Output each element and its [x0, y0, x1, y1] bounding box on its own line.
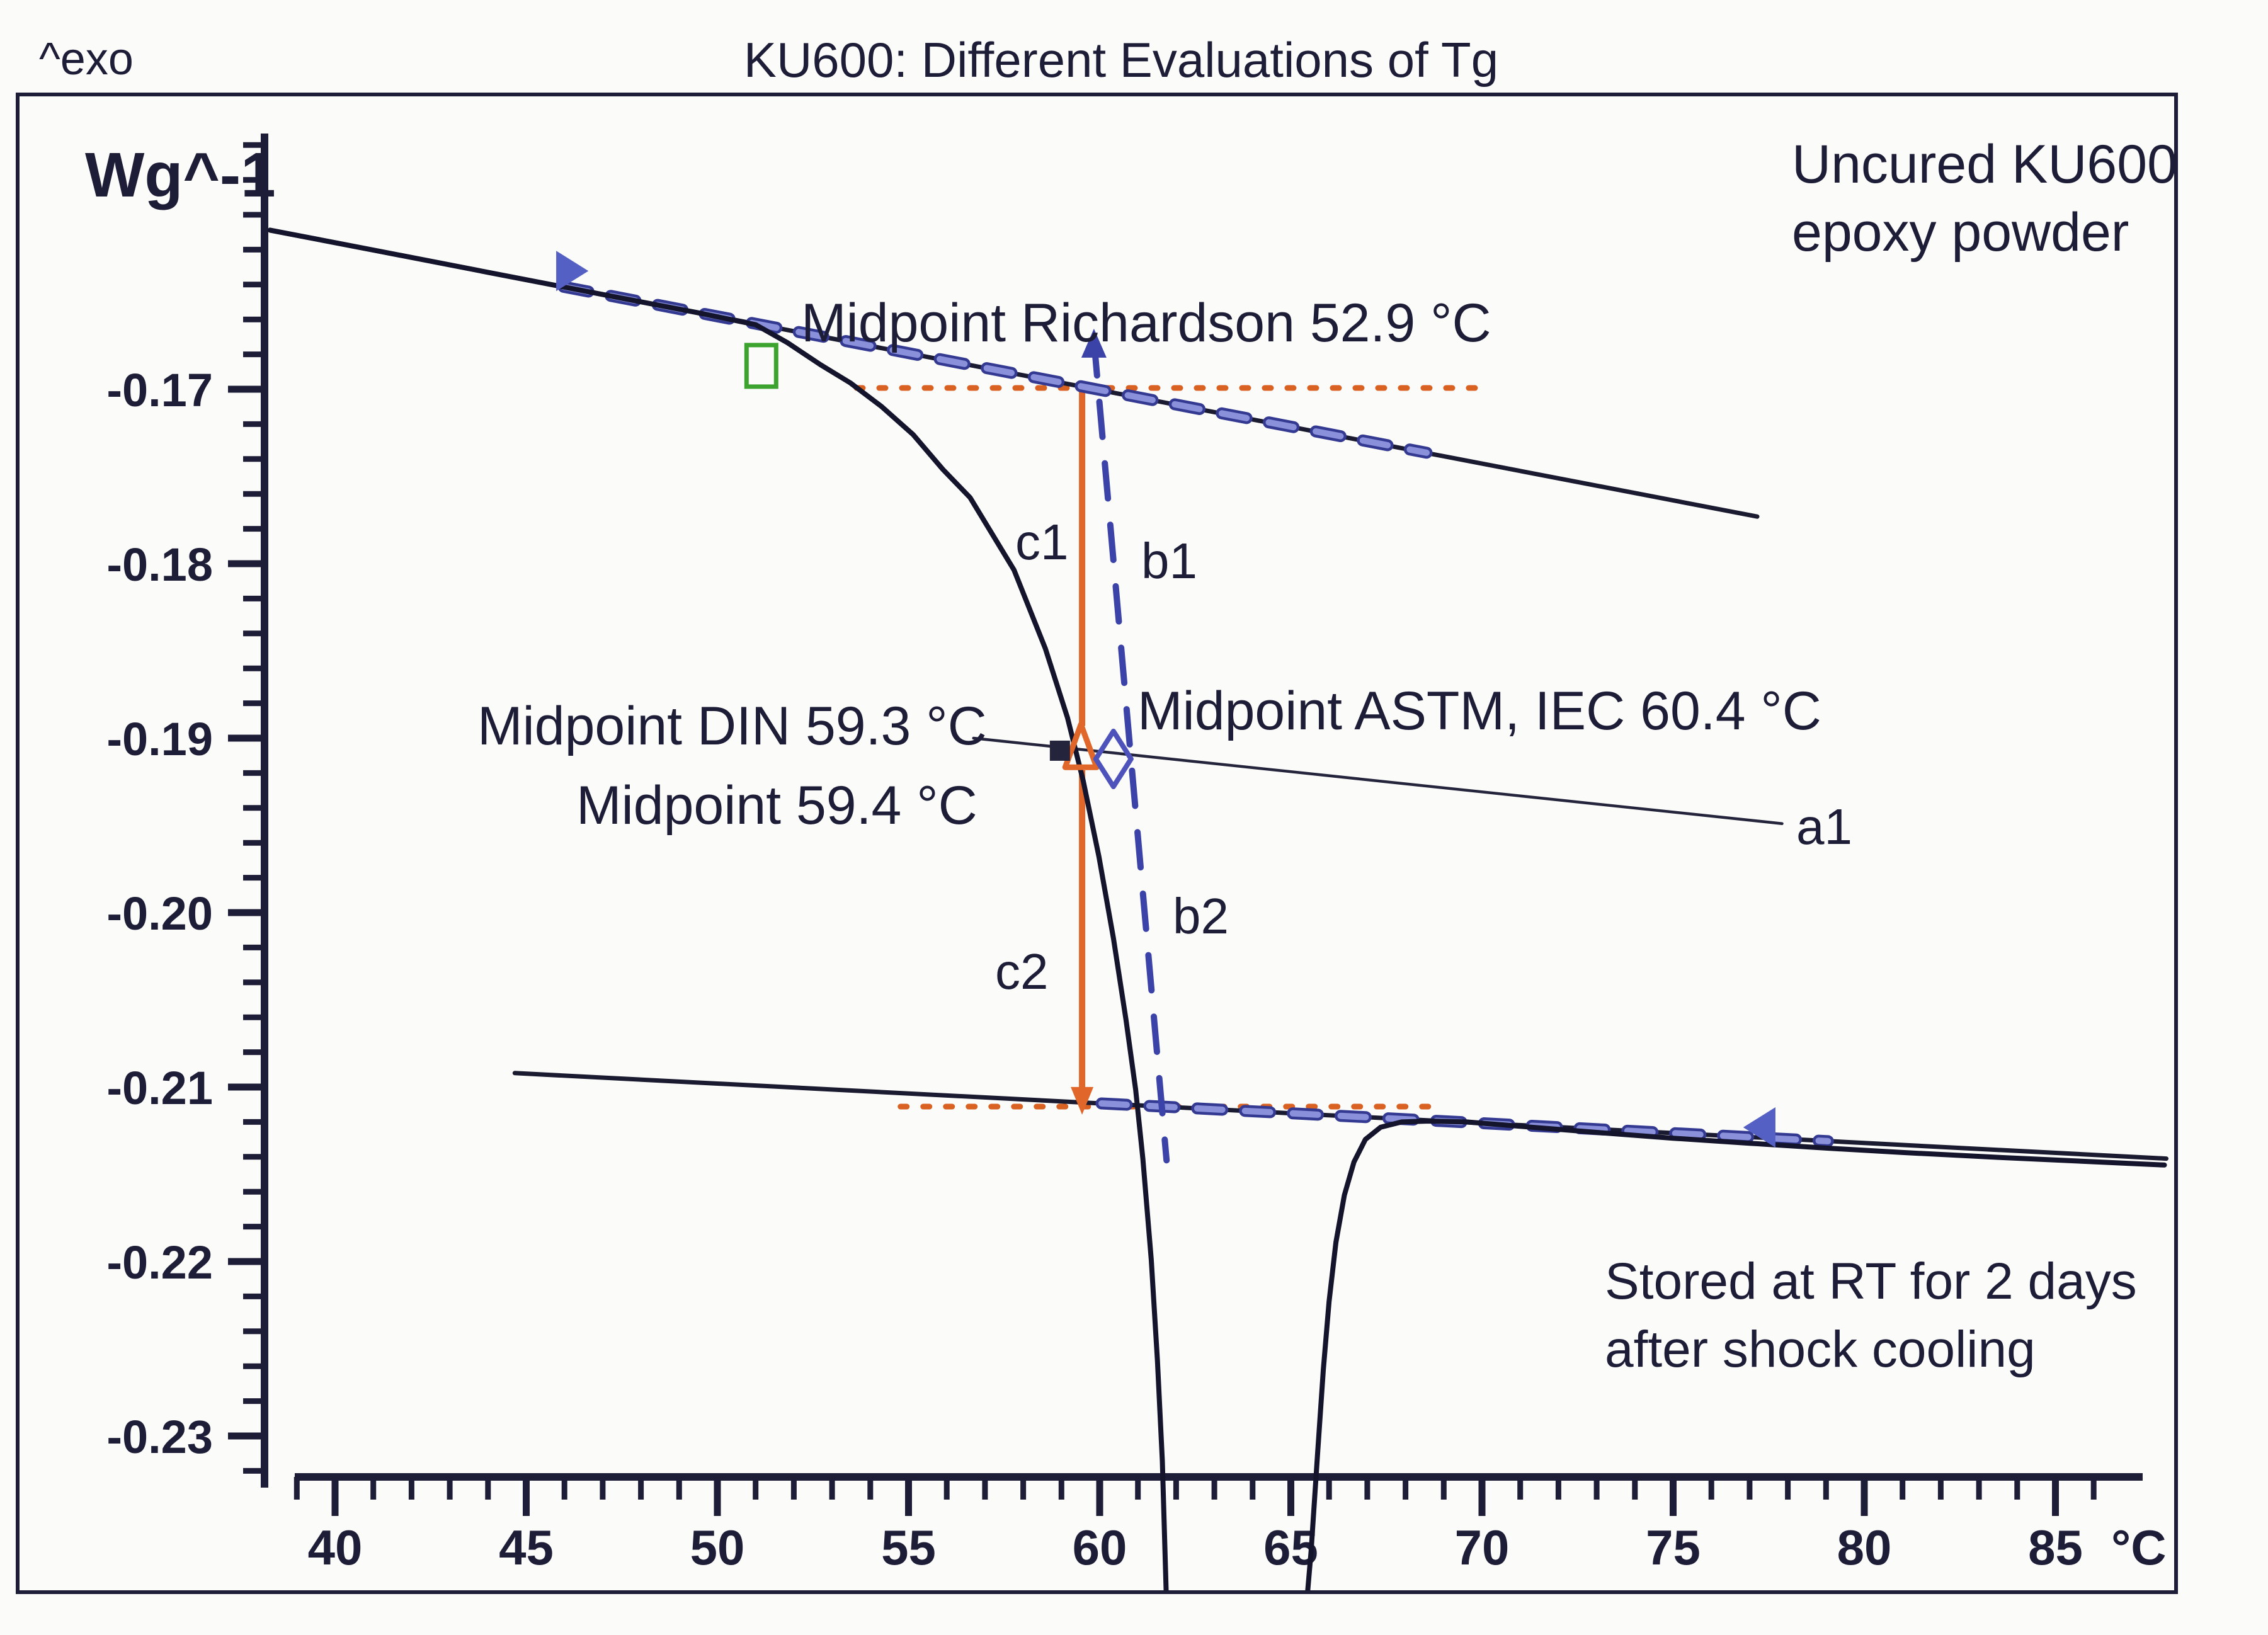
b1-label: b1 — [1141, 533, 1197, 589]
x-tick-label: 55 — [881, 1520, 936, 1575]
c1-label: c1 — [1015, 514, 1069, 570]
x-tick-label: 50 — [690, 1520, 745, 1575]
x-axis: 40 45 50 55 60 65 70 75 80 85 °C — [293, 1473, 2167, 1575]
x-tick-label: 70 — [1455, 1520, 1510, 1575]
note-uncured-line1: Uncured KU600 — [1792, 134, 2177, 195]
y-tick-label: -0.18 — [106, 538, 213, 591]
inflection-tangent-dashed — [1090, 337, 1170, 1164]
tangent-start-arrow — [556, 251, 589, 292]
note-stored-line1: Stored at RT for 2 days — [1605, 1253, 2137, 1310]
chart-layer: -0.17 -0.18 -0.19 -0.20 -0.21 -0.22 -0.23 40 45 5… — [16, 93, 2178, 1594]
plot-frame — [16, 93, 2178, 1594]
astm-marker — [1093, 728, 1134, 789]
a1-line — [972, 736, 1784, 825]
midpoint-richardson-label: Midpoint Richardson 52.9 °C — [801, 293, 1491, 353]
din-marker — [1062, 721, 1100, 770]
midpoint-astm-label: Midpoint ASTM, IEC 60.4 °C — [1137, 681, 1821, 741]
c2-bottom-arrow — [1071, 1086, 1094, 1115]
y-tick-label: -0.19 — [106, 713, 213, 765]
midpoint-marker — [1049, 740, 1070, 761]
note-uncured-line2: epoxy powder — [1792, 202, 2129, 263]
x-axis-unit: °C — [2111, 1520, 2167, 1575]
c2-label: c2 — [995, 943, 1049, 1000]
markers — [556, 251, 1775, 1148]
midpoint-plain-label: Midpoint 59.4 °C — [576, 775, 977, 836]
b2-label: b2 — [1173, 888, 1229, 944]
lower-tangent-dashed — [1098, 1100, 1832, 1144]
x-tick-label: 60 — [1073, 1520, 1127, 1575]
y-tick-label: -0.23 — [106, 1411, 213, 1463]
richardson-marker — [744, 343, 778, 389]
a1-label: a1 — [1796, 799, 1852, 855]
b-line-top-arrow — [1081, 328, 1107, 358]
x-tick-label: 85 — [2028, 1520, 2083, 1575]
tangent-end-arrow — [1743, 1107, 1775, 1148]
y-tick-label: -0.22 — [106, 1236, 213, 1289]
note-stored-line2: after shock cooling — [1605, 1321, 2036, 1378]
y-tick-label: -0.21 — [106, 1062, 213, 1114]
x-tick-label: 80 — [1837, 1520, 1892, 1575]
exo-axis-label: ^exo — [39, 34, 134, 84]
dsc-heat-flow — [267, 227, 2167, 1590]
midpoint-din-label: Midpoint DIN 59.3 °C — [477, 696, 987, 756]
x-tick-label: 45 — [499, 1520, 554, 1575]
y-unit-label: Wg^-1 — [85, 140, 276, 210]
y-axis: -0.17 -0.18 -0.19 -0.20 -0.21 -0.22 -0.23 — [106, 134, 268, 1488]
y-tick-label: -0.17 — [106, 364, 213, 416]
x-tick-label: 40 — [308, 1520, 363, 1575]
construction-lines — [853, 385, 1483, 1110]
label-layer: ^exo KU600: Different Evaluations of Tg … — [39, 32, 2177, 1378]
x-tick-label: 75 — [1646, 1520, 1701, 1575]
y-tick-label: -0.20 — [106, 887, 213, 940]
chart-title: KU600: Different Evaluations of Tg — [744, 32, 1498, 88]
